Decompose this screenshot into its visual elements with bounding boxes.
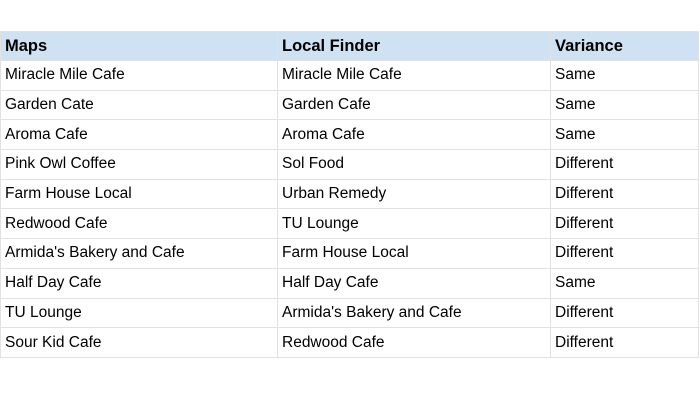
cell-maps[interactable]: Half Day Cafe — [0, 267, 278, 299]
cell-maps[interactable]: Miracle Mile Cafe — [0, 60, 278, 91]
cell-local-finder[interactable]: Redwood Cafe — [277, 327, 551, 358]
cell-local-finder[interactable]: Sol Food — [277, 149, 551, 180]
table-row: Miracle Mile Cafe Miracle Mile Cafe Same — [0, 60, 699, 91]
cell-variance[interactable]: Same — [550, 60, 699, 91]
cell-variance[interactable]: Different — [550, 149, 699, 180]
cell-maps[interactable]: Pink Owl Coffee — [0, 149, 278, 180]
column-header-variance[interactable]: Variance — [550, 31, 699, 61]
cell-variance[interactable]: Same — [550, 89, 699, 121]
cell-local-finder[interactable]: Armida's Bakery and Cafe — [277, 297, 551, 329]
cell-maps[interactable]: Redwood Cafe — [0, 208, 278, 240]
table-row: Half Day Cafe Half Day Cafe Same — [0, 267, 699, 299]
cell-local-finder[interactable]: Garden Cafe — [277, 89, 551, 121]
comparison-table: Maps Local Finder Variance Miracle Mile … — [0, 31, 699, 358]
spreadsheet-region: Maps Local Finder Variance Miracle Mile … — [0, 31, 699, 358]
header-row: Maps Local Finder Variance — [0, 31, 699, 61]
cell-variance[interactable]: Same — [550, 267, 699, 299]
cell-variance[interactable]: Same — [550, 119, 699, 151]
table-row: Aroma Cafe Aroma Cafe Same — [0, 119, 699, 151]
cell-local-finder[interactable]: Farm House Local — [277, 238, 551, 269]
cell-maps[interactable]: TU Lounge — [0, 297, 278, 329]
column-header-maps[interactable]: Maps — [0, 31, 278, 61]
cell-variance[interactable]: Different — [550, 208, 699, 240]
cell-local-finder[interactable]: Miracle Mile Cafe — [277, 60, 551, 91]
cell-variance[interactable]: Different — [550, 327, 699, 358]
cell-maps[interactable]: Sour Kid Cafe — [0, 327, 278, 358]
cell-local-finder[interactable]: TU Lounge — [277, 208, 551, 240]
table-row: Pink Owl Coffee Sol Food Different — [0, 149, 699, 180]
cell-local-finder[interactable]: Half Day Cafe — [277, 267, 551, 299]
cell-maps[interactable]: Aroma Cafe — [0, 119, 278, 151]
cell-variance[interactable]: Different — [550, 238, 699, 269]
cell-variance[interactable]: Different — [550, 297, 699, 329]
cell-maps[interactable]: Garden Cate — [0, 89, 278, 121]
cell-local-finder[interactable]: Urban Remedy — [277, 178, 551, 210]
column-header-local-finder[interactable]: Local Finder — [277, 31, 551, 61]
cell-maps[interactable]: Farm House Local — [0, 178, 278, 210]
table-row: Redwood Cafe TU Lounge Different — [0, 208, 699, 240]
table-row: TU Lounge Armida's Bakery and Cafe Diffe… — [0, 297, 699, 329]
cell-maps[interactable]: Armida's Bakery and Cafe — [0, 238, 278, 269]
cell-variance[interactable]: Different — [550, 178, 699, 210]
table-row: Armida's Bakery and Cafe Farm House Loca… — [0, 238, 699, 269]
table-row: Farm House Local Urban Remedy Different — [0, 178, 699, 210]
cell-local-finder[interactable]: Aroma Cafe — [277, 119, 551, 151]
table-row: Sour Kid Cafe Redwood Cafe Different — [0, 327, 699, 358]
table-row: Garden Cate Garden Cafe Same — [0, 89, 699, 121]
